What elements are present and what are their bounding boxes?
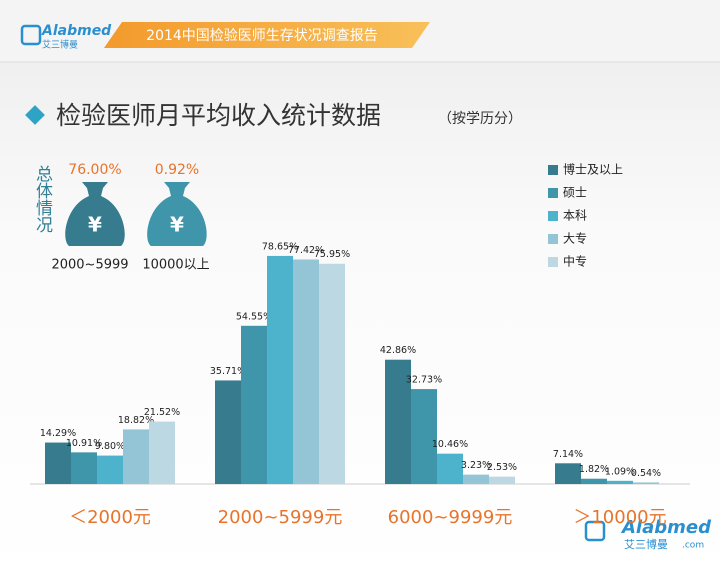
summary-percent: 0.92%	[155, 162, 199, 178]
bar	[149, 421, 175, 484]
bar	[319, 263, 345, 484]
watermark-sub: 艾三博曼	[624, 538, 668, 551]
bar	[463, 474, 489, 484]
value-label: 21.52%	[144, 407, 180, 418]
x-tick-label: ＞10000元	[573, 507, 666, 528]
value-label: 0.54%	[631, 468, 661, 479]
legend-label: 博士及以上	[563, 162, 623, 177]
bar	[215, 380, 241, 484]
logo: Alabmed	[41, 23, 112, 39]
bar	[45, 442, 71, 484]
bar	[385, 359, 411, 484]
summary-range: 10000以上	[142, 258, 209, 273]
bar	[123, 429, 149, 484]
x-tick-label: 2000~5999元	[218, 507, 343, 528]
summary-label: 总体情况	[32, 165, 53, 233]
value-label: 1.82%	[579, 464, 609, 475]
value-label: 1.09%	[605, 466, 635, 477]
summary-percent: 76.00%	[68, 162, 121, 178]
bar	[71, 452, 97, 484]
bar	[241, 325, 267, 484]
bar	[437, 453, 463, 484]
bar	[489, 476, 515, 484]
value-label: 14.29%	[40, 428, 76, 439]
x-tick-label: 6000~9999元	[388, 507, 513, 528]
value-label: 9.80%	[95, 441, 125, 452]
money-bag	[147, 182, 207, 246]
legend-swatch	[548, 165, 558, 175]
logo-sub: 艾三博曼	[42, 39, 78, 51]
value-label: 18.82%	[118, 415, 154, 426]
value-label: 10.91%	[66, 438, 102, 449]
watermark-icon	[584, 520, 606, 542]
watermark-suffix: .com	[682, 541, 704, 551]
bag-symbol: ¥	[88, 213, 102, 237]
x-tick-label: ＜2000元	[69, 507, 151, 528]
legend-label: 大专	[563, 231, 587, 246]
bag-symbol: ¥	[170, 213, 184, 237]
legend-swatch	[548, 234, 558, 244]
value-label: 78.65%	[262, 241, 298, 252]
watermark: Alabmed 艾三博曼 .com	[584, 517, 712, 551]
bar	[555, 463, 581, 484]
bar	[633, 482, 659, 484]
legend-label: 本科	[563, 209, 587, 223]
bar	[97, 455, 123, 484]
legend-swatch	[548, 188, 558, 198]
summary: 76.00% ¥2000~5999 0.92% ¥10000以上	[51, 162, 209, 273]
value-label: 77.42%	[288, 245, 324, 256]
value-label: 32.73%	[406, 375, 442, 386]
legend-swatch	[548, 257, 558, 267]
value-label: 35.71%	[210, 366, 246, 377]
subtitle: （按学历分）	[438, 111, 522, 127]
value-label: 2.53%	[487, 462, 517, 473]
bar	[581, 478, 607, 484]
bar	[267, 255, 293, 484]
value-label: 3.23%	[461, 460, 491, 471]
title: 检验医师月平均收入统计数据	[56, 101, 381, 130]
legend-swatch	[548, 211, 558, 221]
value-label: 75.95%	[314, 249, 350, 260]
legend-label: 中专	[563, 254, 587, 269]
watermark-logo: Alabmed	[620, 517, 712, 538]
summary-range: 2000~5999	[51, 258, 128, 273]
bar	[411, 389, 437, 484]
bar	[607, 480, 633, 484]
banner-text: 2014中国检验医师生存状况调查报告	[146, 28, 378, 44]
value-label: 7.14%	[553, 449, 583, 460]
banner	[104, 22, 430, 48]
value-label: 54.55%	[236, 311, 272, 322]
title-marker	[25, 105, 45, 125]
value-label: 10.46%	[432, 439, 468, 450]
bar	[293, 259, 319, 484]
value-label: 42.86%	[380, 345, 416, 356]
money-bag	[65, 182, 125, 246]
logo-icon	[20, 24, 42, 46]
legend-label: 硕士	[563, 186, 587, 200]
